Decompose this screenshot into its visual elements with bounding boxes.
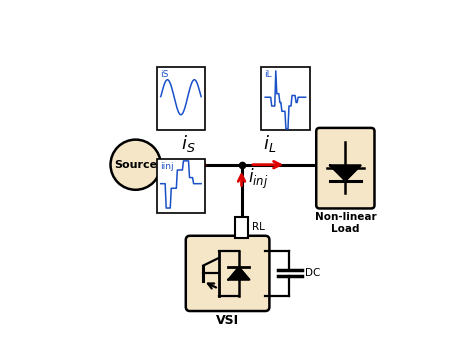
Bar [156, 67, 205, 130]
Circle shape [110, 140, 161, 190]
Text: RL: RL [252, 222, 264, 232]
Text: DC: DC [305, 268, 320, 278]
Text: Non-linear
Load: Non-linear Load [315, 212, 376, 235]
Text: $i_L$: $i_L$ [263, 133, 276, 154]
Bar [261, 67, 310, 130]
FancyBboxPatch shape [316, 128, 374, 209]
Text: $i_S$: $i_S$ [181, 133, 196, 154]
Text: iL: iL [264, 71, 272, 80]
Bar [156, 159, 205, 214]
Polygon shape [228, 267, 249, 280]
Text: $i_{inj}$: $i_{inj}$ [247, 167, 268, 191]
Bar [235, 217, 248, 238]
Text: iS: iS [160, 71, 168, 80]
Text: Source: Source [114, 160, 157, 170]
Text: VSI: VSI [216, 314, 239, 327]
FancyBboxPatch shape [186, 236, 269, 311]
Polygon shape [330, 165, 361, 181]
Text: iinj: iinj [160, 163, 173, 172]
